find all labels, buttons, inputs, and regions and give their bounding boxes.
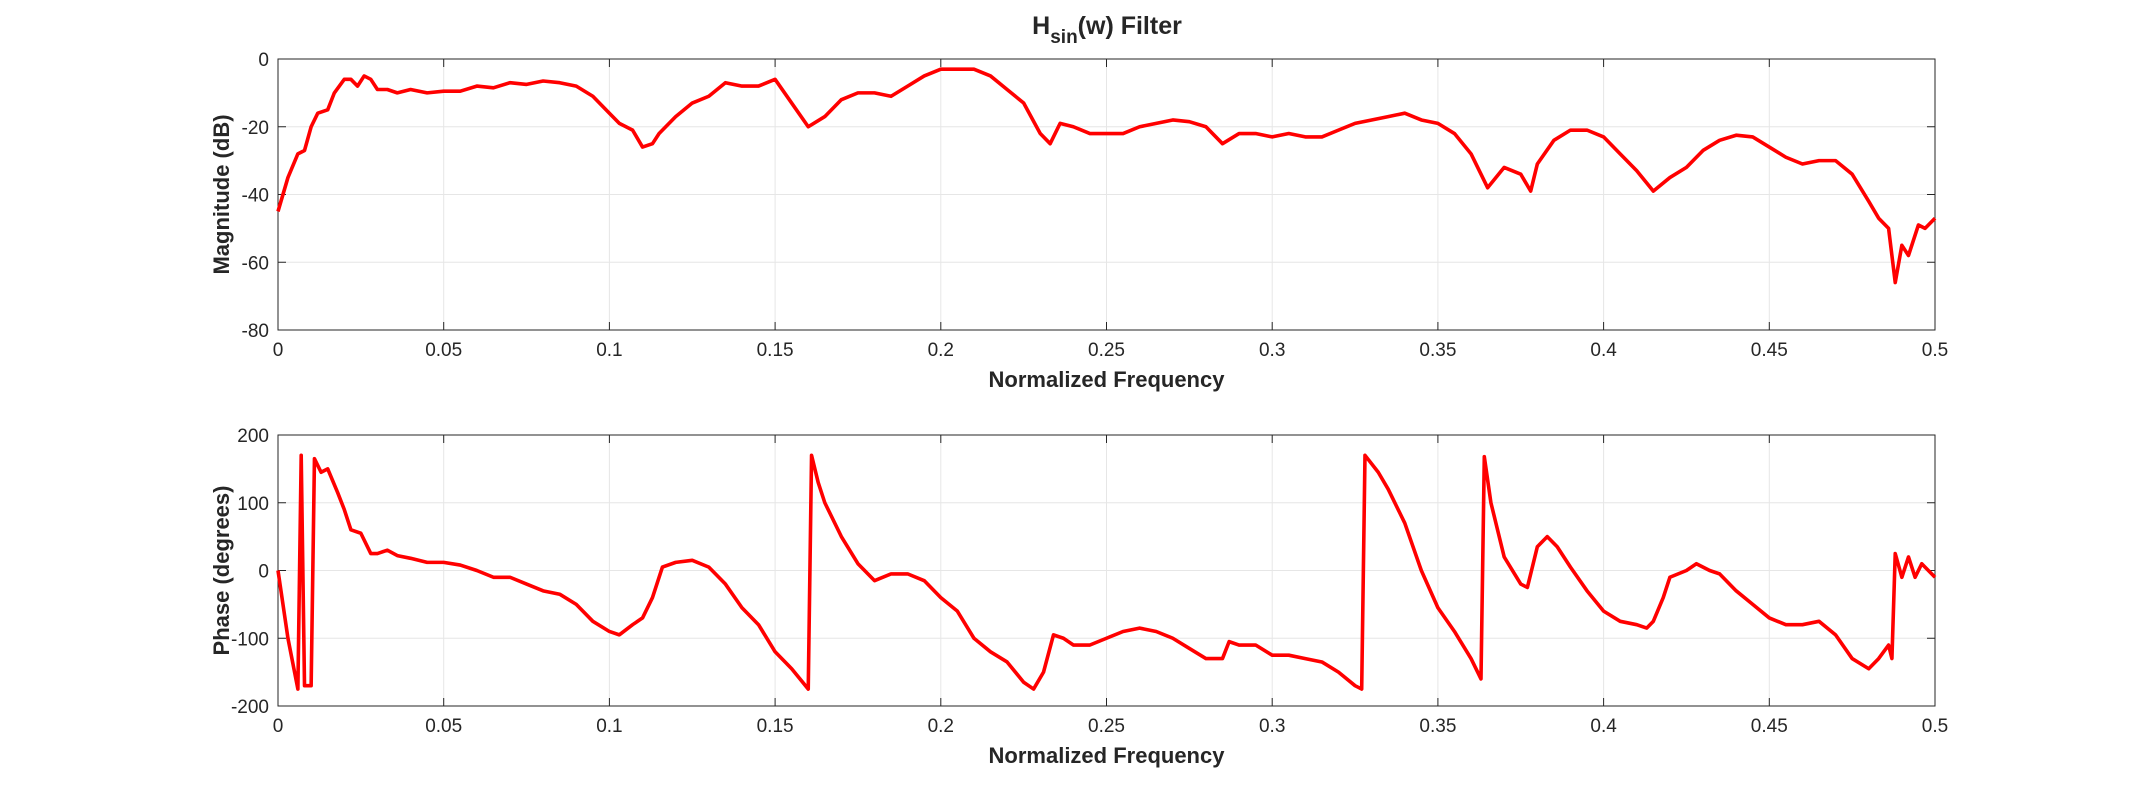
y-tick-label: 0 [258, 50, 269, 71]
x-tick-label: 0 [273, 716, 284, 737]
x-tick-label: 0 [273, 340, 284, 361]
x-tick-label: 0.05 [425, 340, 462, 361]
x-tick-label: 0.35 [1419, 716, 1456, 737]
chart-title: Hsin(w) Filter [1032, 12, 1182, 48]
y-tick-label: 100 [237, 494, 269, 515]
x-tick-label: 0.25 [1088, 340, 1125, 361]
y-axis-label: Magnitude (dB) [209, 114, 234, 274]
x-tick-label: 0.35 [1419, 340, 1456, 361]
x-tick-label: 0.05 [425, 716, 462, 737]
x-axis-label: Normalized Frequency [989, 367, 1226, 392]
title-subscript: sin [1050, 27, 1077, 48]
y-axis-label: Phase (degrees) [209, 486, 234, 656]
x-tick-label: 0.4 [1590, 716, 1617, 737]
x-tick-label: 0.3 [1259, 340, 1285, 361]
x-tick-label: 0.1 [596, 340, 622, 361]
x-tick-label: 0.25 [1088, 716, 1125, 737]
x-tick-label: 0.4 [1590, 340, 1617, 361]
x-tick-label: 0.1 [596, 716, 622, 737]
data-line [276, 67, 1937, 285]
x-tick-label: 0.2 [928, 716, 954, 737]
x-tick-label: 0.5 [1922, 716, 1948, 737]
axes-box [277, 58, 1936, 331]
y-tick-label: -200 [231, 697, 269, 718]
y-tick-label: 200 [237, 426, 269, 447]
y-tick-label: -60 [242, 253, 269, 274]
x-tick-label: 0.45 [1751, 340, 1788, 361]
title-rest: (w) Filter [1078, 12, 1182, 40]
y-tick-label: -40 [242, 186, 269, 207]
x-tick-label: 0.45 [1751, 716, 1788, 737]
x-tick-label: 0.15 [757, 340, 794, 361]
x-axis-label: Normalized Frequency [989, 743, 1226, 768]
x-tick-label: 0.5 [1922, 340, 1948, 361]
y-tick-label: 0 [258, 562, 269, 583]
x-tick-label: 0.15 [757, 716, 794, 737]
x-tick-label: 0.2 [928, 340, 954, 361]
title-main: H [1032, 12, 1050, 40]
y-tick-label: -20 [242, 118, 269, 139]
y-tick-label: -100 [231, 629, 269, 650]
data-line [276, 453, 1937, 691]
y-tick-label: -80 [242, 321, 269, 342]
x-tick-label: 0.3 [1259, 716, 1285, 737]
